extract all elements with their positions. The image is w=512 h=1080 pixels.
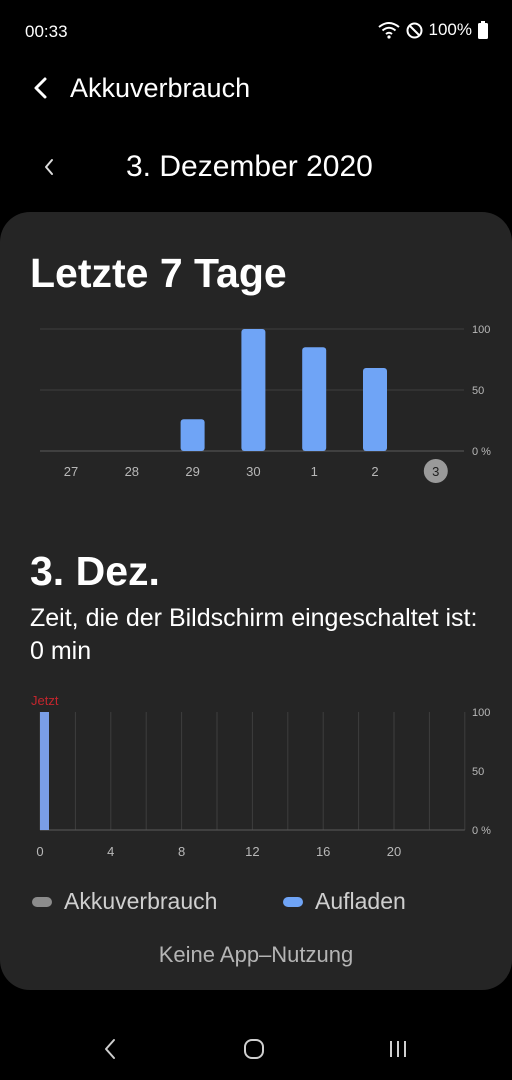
usage-card: Letzte 7 Tage 0 % 50 100 27 28 29 30 1 2 3 3. Dez… xyxy=(0,212,512,990)
day-x-tick-label: 12 xyxy=(245,844,259,859)
week-bar xyxy=(363,368,387,451)
week-bar xyxy=(180,419,205,451)
selected-day-badge xyxy=(423,459,448,483)
day-bar xyxy=(40,712,49,830)
week-title: Letzte 7 Tage xyxy=(30,250,287,296)
battery-percent: 100% xyxy=(428,20,472,39)
day-x-tick-label: 16 xyxy=(316,844,330,859)
battery-icon xyxy=(478,21,488,39)
app-bar: Akkuverbrauch xyxy=(0,64,512,114)
status-bar: 00:33 100% xyxy=(0,0,512,64)
week-x-tick-label: 28 xyxy=(125,464,139,479)
day-title: 3. Dez. xyxy=(30,548,160,594)
week-x-tick-label: 29 xyxy=(185,464,199,479)
no-app-usage-text: Keine App–Nutzung xyxy=(158,942,354,967)
nav-back-icon xyxy=(105,1039,115,1059)
day-x-tick-label: 20 xyxy=(387,844,401,859)
week-x-tick-label: 1 xyxy=(311,464,318,479)
nav-recent-apps-button[interactable] xyxy=(380,1034,416,1064)
status-icons: 100% xyxy=(377,20,488,40)
day-y-tick-label: 0 % xyxy=(472,825,491,837)
day-chart: 0 % 50 100 0 4 8 12 16 20 Jetzt xyxy=(31,693,491,859)
legend-charging-label: Aufladen xyxy=(315,888,406,914)
navigation-bar xyxy=(0,1020,512,1080)
nav-back-button[interactable] xyxy=(92,1034,128,1064)
back-arrow-icon xyxy=(34,77,47,99)
chevron-left-icon xyxy=(45,159,53,175)
date-navigator: 3. Dezember 2020 xyxy=(0,140,512,200)
previous-day-button[interactable] xyxy=(34,152,64,182)
week-x-tick-label: 27 xyxy=(64,464,78,479)
week-x-tick-label: 2 xyxy=(371,464,378,479)
chart-legend: Akkuverbrauch Aufladen xyxy=(0,888,512,918)
page-title: Akkuverbrauch xyxy=(70,73,251,103)
nav-home-button[interactable] xyxy=(236,1034,272,1064)
legend-usage-swatch xyxy=(32,896,52,907)
nav-recent-apps-icon xyxy=(390,1041,406,1057)
week-y-tick-label: 100 xyxy=(472,324,490,336)
week-bar xyxy=(241,329,266,451)
day-x-tick-label: 4 xyxy=(107,844,114,859)
nav-home-icon xyxy=(244,1039,264,1059)
week-chart: 0 % 50 100 27 28 29 30 1 2 3 xyxy=(40,324,491,483)
day-x-tick-label: 0 xyxy=(36,844,43,859)
day-x-tick-label: 8 xyxy=(178,844,185,859)
legend-usage-label: Akkuverbrauch xyxy=(64,888,218,914)
day-y-tick-label: 100 xyxy=(472,707,490,719)
screen-time-text: Zeit, die der Bildschirm eingeschaltet i… xyxy=(30,604,478,665)
do-not-disturb-icon xyxy=(406,22,423,38)
week-y-tick-label: 50 xyxy=(472,385,484,397)
day-y-tick-label: 50 xyxy=(472,766,484,778)
legend-usage: Akkuverbrauch xyxy=(32,888,217,915)
current-date: 3. Dezember 2020 xyxy=(126,150,373,183)
week-x-tick-label: 3 xyxy=(432,464,439,479)
now-label: Jetzt xyxy=(31,693,59,708)
week-x-tick-label: 30 xyxy=(246,464,260,479)
wifi-icon xyxy=(377,22,400,39)
back-button[interactable] xyxy=(24,72,56,104)
legend-charging-swatch xyxy=(283,896,303,907)
legend-charging: Aufladen xyxy=(283,888,406,915)
week-bar xyxy=(302,347,327,451)
status-time: 00:33 xyxy=(25,22,68,41)
week-y-tick-label: 0 % xyxy=(472,446,491,458)
